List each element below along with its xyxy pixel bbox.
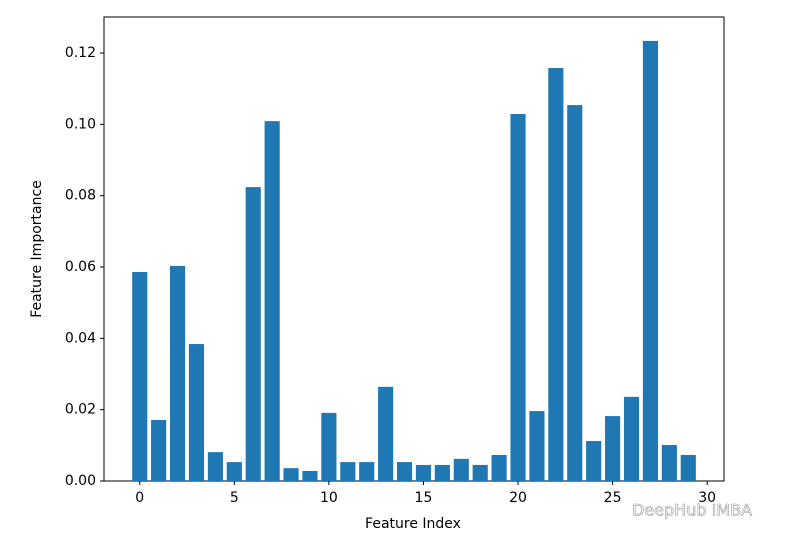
bar bbox=[188, 344, 205, 481]
bar bbox=[567, 105, 583, 482]
watermark: DeepHub IMBA bbox=[632, 501, 752, 520]
x-tick-label: 20 bbox=[509, 490, 527, 506]
x-axis-label: Feature Index bbox=[365, 516, 461, 532]
x-tick-label: 15 bbox=[415, 490, 433, 506]
y-axis-label: Feature Importance bbox=[29, 180, 45, 318]
x-tick-label: 0 bbox=[135, 490, 144, 506]
x-tick-label: 25 bbox=[604, 490, 622, 506]
x-tick-label: 30 bbox=[698, 490, 716, 506]
bar bbox=[245, 187, 261, 481]
y-tick-label: 0.08 bbox=[65, 188, 96, 204]
bar bbox=[207, 452, 223, 481]
y-tick-label: 0.00 bbox=[65, 473, 96, 489]
y-tick-label: 0.04 bbox=[65, 330, 96, 346]
bar bbox=[359, 462, 375, 481]
bar bbox=[680, 454, 696, 481]
bar bbox=[302, 471, 318, 481]
bar bbox=[642, 40, 658, 481]
bar bbox=[415, 464, 432, 481]
bar bbox=[378, 386, 394, 481]
bar bbox=[529, 411, 545, 481]
bar bbox=[491, 454, 507, 481]
bar bbox=[170, 265, 186, 481]
bar bbox=[340, 462, 356, 481]
bar bbox=[151, 420, 167, 481]
x-tick-label: 5 bbox=[230, 490, 239, 506]
bar bbox=[586, 441, 602, 481]
bar bbox=[226, 462, 242, 481]
bar bbox=[283, 468, 299, 481]
bar bbox=[434, 464, 450, 481]
bar bbox=[472, 464, 488, 481]
y-tick-label: 0.06 bbox=[65, 259, 96, 275]
bar bbox=[132, 272, 148, 481]
y-tick-label: 0.12 bbox=[65, 45, 96, 61]
bar bbox=[396, 462, 413, 481]
plot-frame bbox=[103, 16, 725, 482]
bar bbox=[548, 68, 564, 482]
x-tick-label: 10 bbox=[320, 490, 338, 506]
bar bbox=[623, 396, 640, 481]
bar bbox=[605, 416, 621, 481]
y-tick-label: 0.02 bbox=[65, 402, 96, 418]
bar bbox=[321, 412, 337, 481]
bar bbox=[453, 458, 469, 481]
bar bbox=[661, 444, 677, 481]
bar bbox=[510, 114, 526, 481]
bar bbox=[264, 121, 280, 482]
y-tick-label: 0.10 bbox=[65, 116, 96, 132]
